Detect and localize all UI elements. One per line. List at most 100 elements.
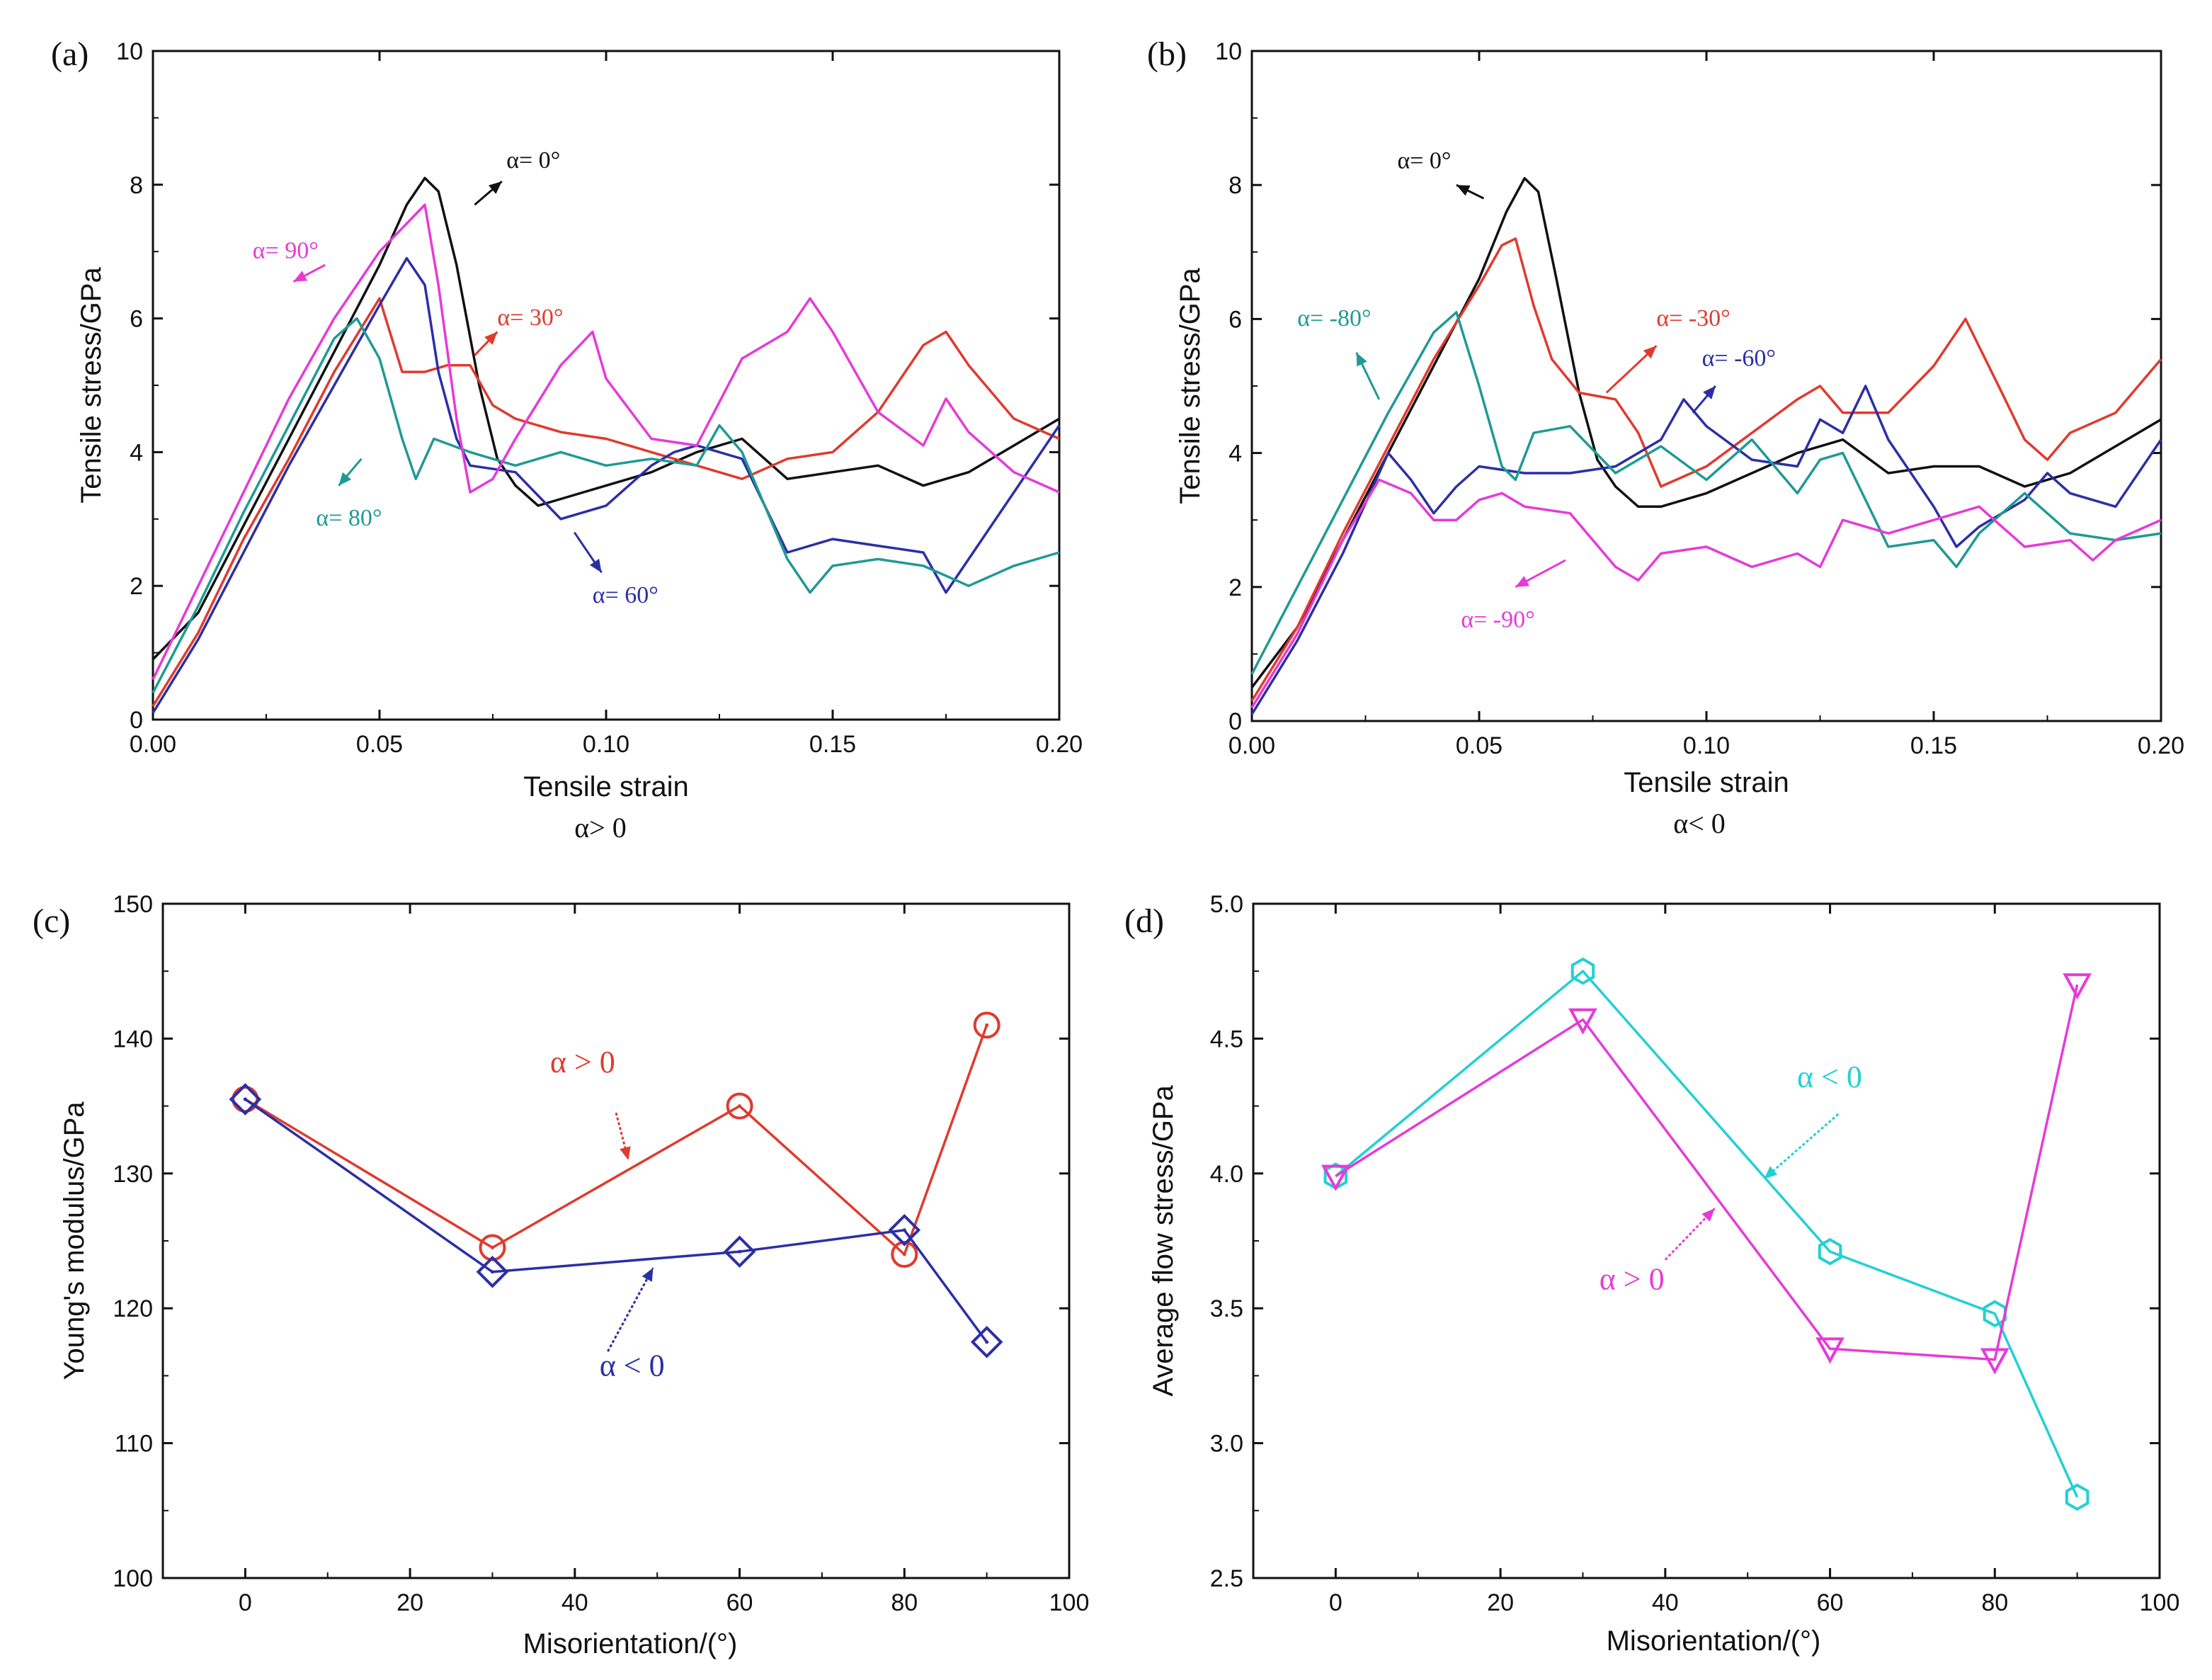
y-tick-label: 150 [113, 891, 153, 918]
y-tick-label: 10 [116, 38, 143, 65]
y-tick-label: 6 [130, 306, 143, 333]
annotation-arrowhead [484, 331, 498, 345]
x-tick-label: 80 [891, 1589, 918, 1616]
marker-diamond-dot [902, 1228, 906, 1232]
annotation-arrow [1763, 1113, 1840, 1180]
annotation-group: α= 0° α= -30° α= -60° α= -80° α= -90° [1297, 148, 1776, 633]
y-tick-label: 4 [1228, 441, 1242, 467]
marker-hexagon [1570, 957, 1595, 985]
series-annotation-label: α= -80° [1297, 305, 1371, 331]
marker-circle [726, 1092, 753, 1120]
x-tick-label: 0.20 [1036, 731, 1083, 758]
series-annotation-label: α= 90° [253, 238, 319, 264]
annotation-group: α > 0 α < 0 [550, 1045, 665, 1383]
annotation-arrowhead [1356, 352, 1367, 367]
series-line-0 [1250, 176, 2162, 688]
axis-ticks: 0 20 40 60 80 100 2.5 3.0 3.5 4.0 4.5 5.0 [1210, 891, 2180, 1616]
axis-ticks: 0.00 0.05 0.10 0.15 0.20 0 2 4 6 8 10 [116, 38, 1083, 758]
marker-circle [973, 1011, 1000, 1039]
y-axis-label: Young's modulus/GPa [59, 1101, 90, 1380]
panel-d: 0 20 40 60 80 100 2.5 3.0 3.5 4.0 4.5 5.0 α < 0 α > … [1124, 891, 2179, 1657]
marker-circle-dot [738, 1104, 742, 1108]
y-axis-label: Average flow stress/GPa [1148, 1085, 1179, 1397]
series-line-1 [1250, 237, 2162, 702]
y-tick-label: 6 [1228, 306, 1242, 333]
series-annotation-label: α < 0 [1797, 1060, 1862, 1094]
series-annotation-label: α= 60° [593, 582, 659, 608]
series-line-4 [152, 203, 1060, 681]
x-tick-label: 0.05 [356, 731, 403, 758]
marker-circle-dot [985, 1023, 989, 1027]
annotation-arrow [607, 1267, 654, 1352]
series-line-2 [152, 256, 1061, 714]
marker-circle-dot [490, 1246, 494, 1250]
y-tick-label: 4 [130, 439, 143, 466]
panel-label: (d) [1124, 902, 1164, 940]
plot-frame [1250, 50, 2162, 722]
series-annotation-label: α < 0 [600, 1348, 665, 1383]
y-tick-label: 4.0 [1210, 1161, 1243, 1188]
series-annotation-label: α= 0° [1397, 148, 1451, 174]
y-tick-label: 0 [1228, 708, 1242, 735]
marker-diamond [970, 1325, 1003, 1358]
y-tick-label: 2 [1228, 574, 1242, 601]
marker-diamond [723, 1235, 756, 1268]
marker-hexagon [1818, 1237, 1842, 1266]
series-annotation-label: α= -30° [1656, 305, 1730, 331]
x-tick-label: 60 [1817, 1589, 1844, 1616]
panel-c: 0 20 40 60 80 100 100 110 120 130 140 150 α > 0 α < … [33, 891, 1089, 1659]
annotation-arrow [1664, 1208, 1716, 1261]
x-tick-label: 0.10 [583, 731, 629, 758]
x-axis-label: Tensile strain [523, 771, 688, 802]
marker-diamond [229, 1083, 262, 1116]
y-tick-label: 2.5 [1210, 1565, 1243, 1592]
annotation-arrowhead [1643, 346, 1657, 359]
annotation-arrowhead [293, 271, 308, 282]
panel-b: 0.00 0.05 0.10 0.15 0.20 0 2 4 6 8 10 α= 0° α= -30°… [1147, 35, 2184, 839]
x-tick-label: 20 [1487, 1589, 1514, 1616]
series-line-0 [152, 176, 1060, 661]
marker-diamond [888, 1213, 921, 1247]
x-tick-label: 0 [239, 1589, 252, 1616]
series-line-2 [1250, 385, 2162, 715]
series-line-0 [1335, 970, 2079, 1498]
x-tick-label: 0.00 [1228, 732, 1275, 759]
y-tick-label: 8 [130, 172, 143, 199]
marker-triangle-down [1815, 1337, 1845, 1364]
marker-circle-dot [902, 1252, 906, 1256]
axis-ticks: 0.00 0.05 0.10 0.15 0.20 0 2 4 6 8 10 [1215, 38, 2184, 759]
series-annotation-label: α= -90° [1461, 607, 1534, 633]
series-line-0 [244, 1024, 988, 1256]
marker-triangle-down [1321, 1164, 1350, 1191]
annotation-arrowhead [642, 1268, 654, 1282]
annotation-arrowhead [1515, 576, 1530, 587]
panel-label: (c) [33, 902, 70, 940]
marker-diamond-dot [985, 1340, 989, 1344]
series-line-3 [152, 317, 1060, 694]
marker-diamond-dot [738, 1249, 742, 1254]
series-line-1 [152, 297, 1060, 708]
x-tick-label: 0.00 [130, 731, 176, 758]
series-annotation-label: α > 0 [1600, 1262, 1665, 1297]
panel-label: (a) [51, 35, 89, 73]
series-annotation-label: α > 0 [550, 1045, 615, 1079]
marker-triangle-down [1980, 1348, 2009, 1375]
series-annotation-label: α= 0° [506, 147, 560, 174]
y-tick-label: 130 [113, 1161, 153, 1188]
x-tick-label: 80 [1981, 1589, 2008, 1616]
y-axis-label: Tensile stress/GPa [1175, 268, 1206, 504]
annotation-arrowhead [1703, 386, 1716, 399]
y-tick-label: 8 [1228, 172, 1242, 199]
series-annotation-label: α= -60° [1702, 346, 1776, 372]
x-tick-label: 40 [561, 1589, 588, 1616]
annotation-arrowhead [589, 558, 602, 573]
annotation-arrowhead [1456, 185, 1471, 196]
marker-triangle-down [1568, 1008, 1597, 1035]
x-tick-label: 20 [397, 1589, 423, 1616]
y-tick-label: 120 [113, 1295, 153, 1322]
series-line-3 [1250, 311, 2162, 675]
series-group [1250, 176, 2162, 715]
annotation-group: α < 0 α > 0 [1600, 1060, 1862, 1297]
